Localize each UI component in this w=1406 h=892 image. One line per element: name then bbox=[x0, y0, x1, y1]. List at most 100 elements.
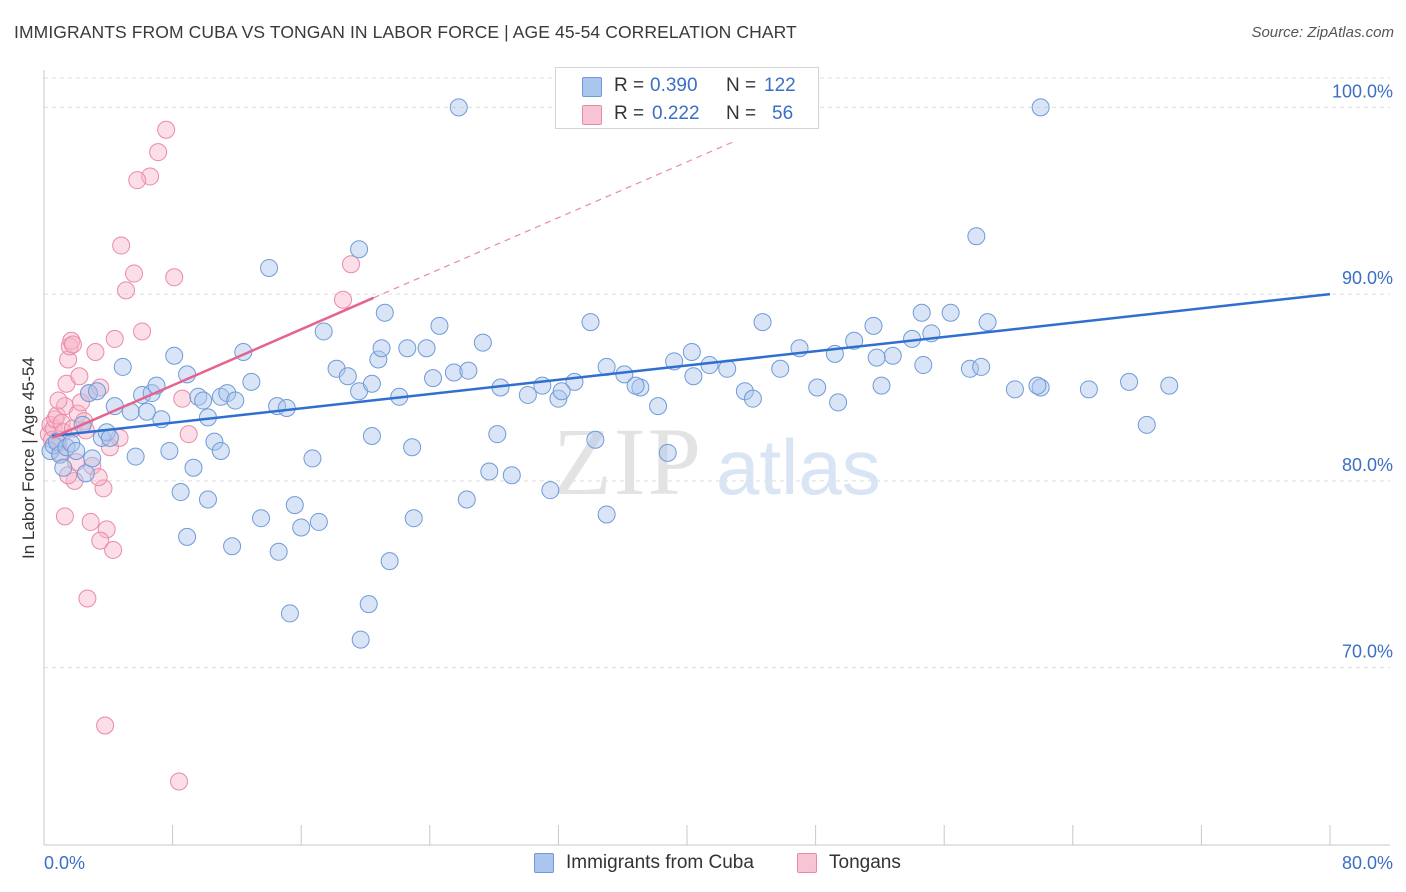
r-label: R = bbox=[614, 75, 645, 96]
cuba-point bbox=[351, 630, 370, 649]
cuba-point bbox=[597, 505, 616, 524]
cuba-point bbox=[872, 376, 891, 395]
cuba-point bbox=[226, 391, 245, 410]
cuba-point bbox=[449, 98, 468, 117]
tongans-point bbox=[116, 281, 135, 300]
watermark: ZIP atlas bbox=[553, 408, 881, 515]
tongans-point bbox=[81, 512, 100, 531]
cuba-point bbox=[978, 313, 997, 332]
tongans-point bbox=[70, 367, 89, 386]
cuba-point bbox=[883, 346, 902, 365]
cuba-point bbox=[178, 527, 197, 546]
cuba-point bbox=[626, 376, 645, 395]
cuba-point bbox=[753, 313, 772, 332]
n-value-cuba: 122 bbox=[764, 75, 796, 96]
cuba-point bbox=[417, 339, 436, 358]
cuba-point bbox=[682, 342, 701, 361]
y-tick-label: 70.0% bbox=[1342, 642, 1393, 662]
y-tick-label: 80.0% bbox=[1342, 455, 1393, 475]
cuba-point bbox=[581, 313, 600, 332]
cuba-point bbox=[292, 518, 311, 537]
cuba-point bbox=[404, 509, 423, 528]
cuba-point bbox=[67, 441, 86, 460]
cuba-point bbox=[205, 432, 224, 451]
stats-legend: R = 0.390 N = 122 R = 0.222 N = 56 bbox=[555, 67, 819, 129]
cuba-point bbox=[1031, 98, 1050, 117]
r-label: R = bbox=[614, 103, 645, 124]
tongans-point bbox=[83, 456, 102, 475]
cuba-point bbox=[113, 357, 132, 376]
cuba-point bbox=[684, 367, 703, 386]
cuba-point bbox=[194, 391, 213, 410]
cuba-point bbox=[211, 441, 230, 460]
cuba-point bbox=[362, 427, 381, 446]
tongans-point bbox=[91, 531, 110, 550]
cuba-point bbox=[480, 462, 499, 481]
cuba-point bbox=[430, 316, 449, 335]
cuba-point bbox=[845, 331, 864, 350]
cuba-point bbox=[375, 303, 394, 322]
cuba-point bbox=[1120, 372, 1139, 391]
cuba-point bbox=[533, 376, 552, 395]
series-tongans bbox=[39, 120, 361, 791]
watermark-atlas: atlas bbox=[716, 423, 881, 511]
tongans-point bbox=[342, 255, 361, 274]
tongans-point bbox=[63, 335, 82, 354]
cuba-point bbox=[403, 438, 422, 457]
cuba-point bbox=[338, 367, 357, 386]
trend-lines bbox=[51, 140, 1331, 440]
tongans-point bbox=[165, 268, 184, 287]
cuba-legend-label: Immigrants from Cuba bbox=[566, 852, 754, 873]
cuba-point bbox=[277, 399, 296, 418]
cuba-swatch bbox=[582, 77, 602, 97]
cuba-point bbox=[260, 258, 279, 277]
cuba-point bbox=[972, 357, 991, 376]
cuba-point bbox=[1028, 376, 1047, 395]
cuba-point bbox=[223, 537, 242, 556]
cuba-point bbox=[350, 240, 369, 259]
cuba-point bbox=[97, 423, 116, 442]
tongans-trend-line bbox=[51, 296, 375, 440]
tongans-point bbox=[96, 716, 115, 735]
cuba-point bbox=[864, 316, 883, 335]
cuba-point bbox=[126, 447, 145, 466]
cuba-point bbox=[829, 393, 848, 412]
tongans-point bbox=[97, 520, 116, 539]
tongans-point bbox=[49, 391, 68, 410]
n-value-tongans: 56 bbox=[772, 103, 794, 124]
tongans-point bbox=[133, 322, 152, 341]
cuba-point bbox=[473, 333, 492, 352]
cuba-point bbox=[586, 430, 605, 449]
cuba-point bbox=[658, 443, 677, 462]
cuba-point bbox=[771, 359, 790, 378]
cuba-point bbox=[100, 428, 119, 447]
cuba-point bbox=[285, 496, 304, 515]
tongans-legend-swatch bbox=[797, 853, 817, 873]
source-label: Source: ZipAtlas.com bbox=[1251, 24, 1394, 41]
cuba-point bbox=[457, 490, 476, 509]
cuba-point bbox=[362, 374, 381, 393]
cuba-point bbox=[424, 369, 443, 388]
tongans-point bbox=[68, 404, 87, 423]
cuba-point bbox=[165, 346, 184, 365]
n-label: N = bbox=[726, 75, 757, 96]
cuba-point bbox=[444, 363, 463, 382]
cuba-point bbox=[967, 227, 986, 246]
cuba-point bbox=[88, 382, 107, 401]
cuba-point bbox=[309, 512, 328, 531]
cuba-point bbox=[488, 425, 507, 444]
cuba-legend-swatch bbox=[534, 853, 554, 873]
chart-title: IMMIGRANTS FROM CUBA VS TONGAN IN LABOR … bbox=[14, 22, 797, 42]
cuba-point bbox=[518, 385, 537, 404]
cuba-point bbox=[137, 402, 156, 421]
tongans-swatch bbox=[582, 105, 602, 125]
cuba-point bbox=[1137, 415, 1156, 434]
tongans-point bbox=[170, 772, 189, 791]
tongans-point bbox=[173, 389, 192, 408]
tongans-point bbox=[78, 589, 97, 608]
cuba-point bbox=[252, 509, 271, 528]
cuba-point bbox=[1005, 380, 1024, 399]
x-tick-label: 80.0% bbox=[1342, 853, 1393, 873]
cuba-point bbox=[83, 449, 102, 468]
cuba-point bbox=[808, 378, 827, 397]
